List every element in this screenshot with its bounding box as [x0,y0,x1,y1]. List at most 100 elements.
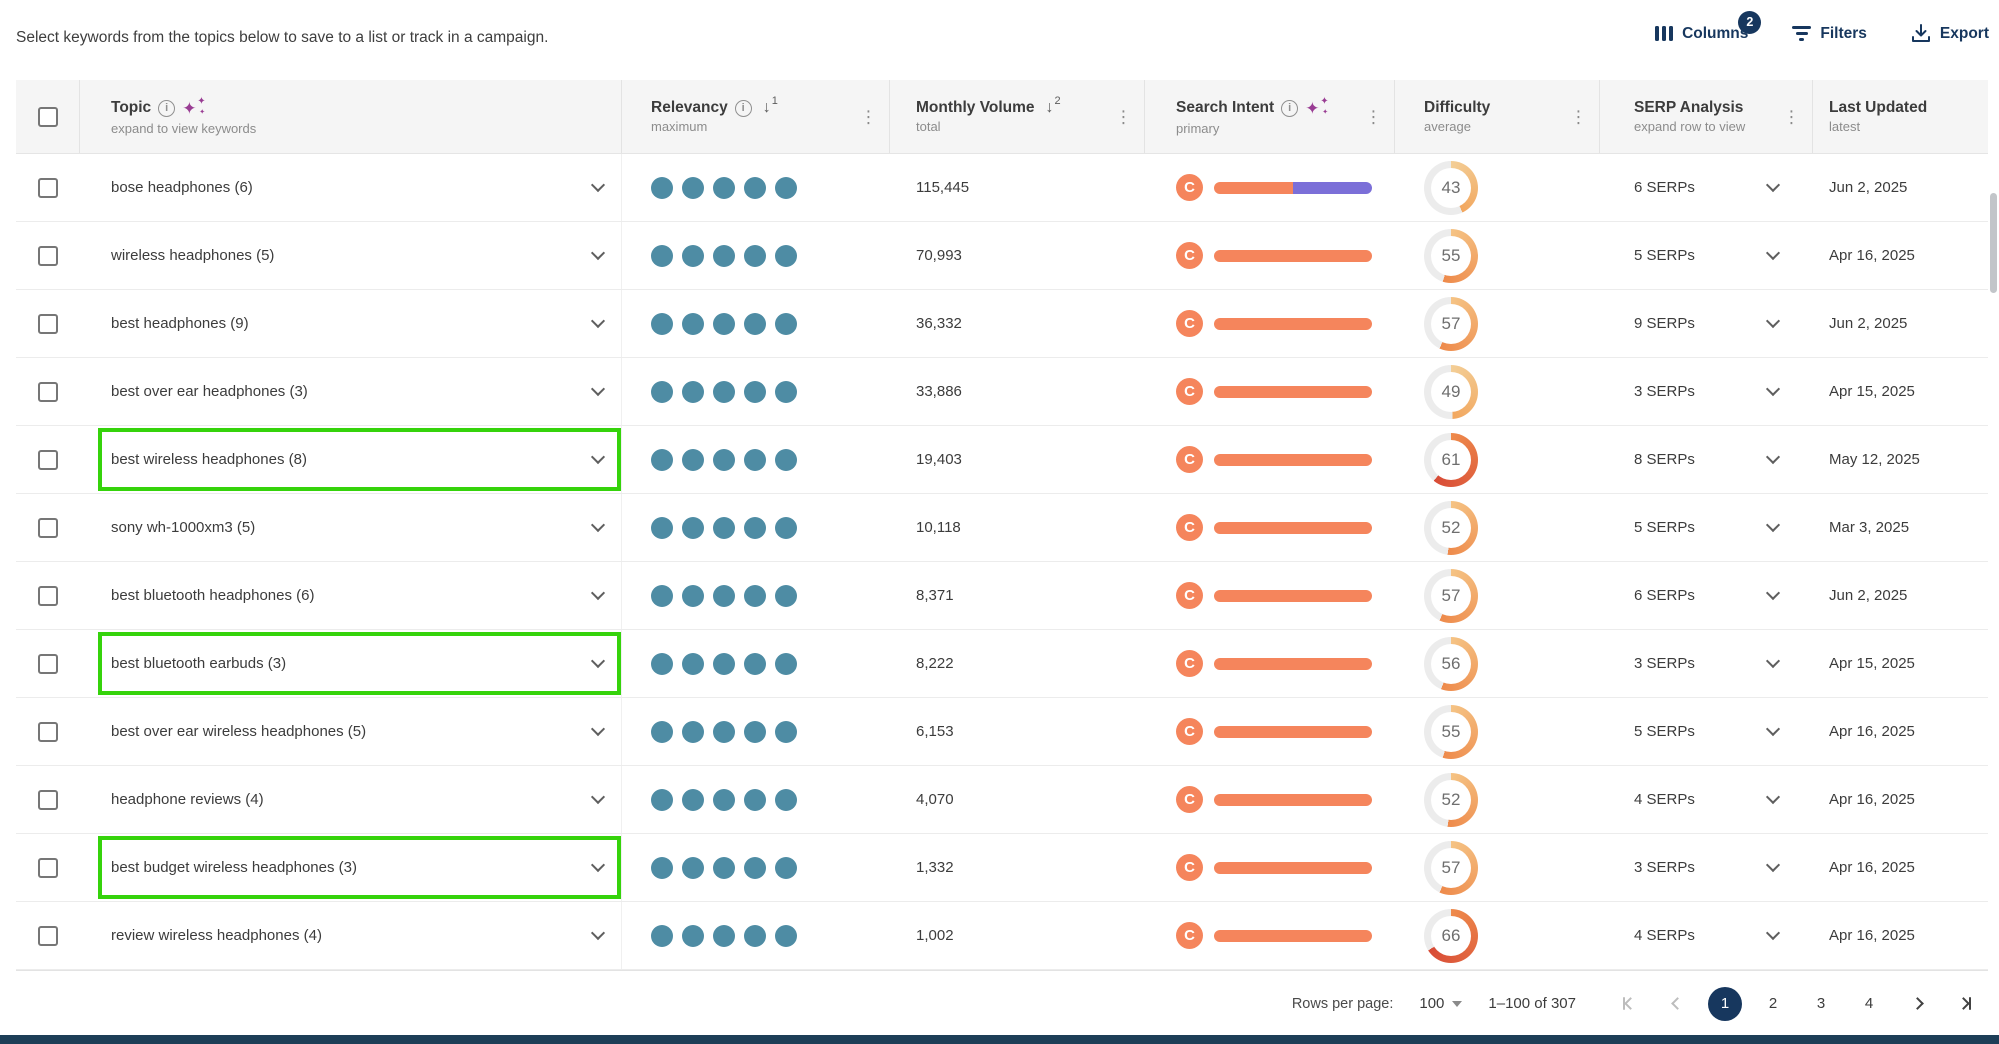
chevron-down-icon[interactable] [1766,721,1780,735]
serp-analysis-column-header[interactable]: SERP Analysis [1634,99,1743,117]
chevron-down-icon[interactable] [1766,789,1780,803]
kebab-menu-icon[interactable]: ⋮ [1115,108,1132,125]
difficulty-value: 55 [1442,246,1461,266]
info-icon[interactable]: i [735,100,752,117]
chevron-down-icon[interactable] [591,313,605,327]
chevron-down-icon[interactable] [1766,517,1780,531]
row-checkbox[interactable] [38,586,58,606]
last-updated-value: Mar 3, 2025 [1813,494,1988,561]
row-checkbox[interactable] [38,926,58,946]
difficulty-value: 55 [1442,722,1461,742]
chevron-down-icon[interactable] [591,925,605,939]
info-icon[interactable]: i [158,100,175,117]
ai-sparkle-icon: ✦✦✦ [1305,97,1331,119]
relevancy-dot [713,313,735,335]
chevron-down-icon[interactable] [1766,245,1780,259]
relevancy-dot [744,313,766,335]
table-row: review wireless headphones (4) 1,002 C 6… [16,902,1988,970]
topic-label[interactable]: best bluetooth earbuds (3) [111,655,286,672]
kebab-menu-icon[interactable]: ⋮ [1365,108,1382,125]
kebab-menu-icon[interactable]: ⋮ [1783,108,1800,125]
chevron-down-icon[interactable] [591,245,605,259]
topic-column-header[interactable]: Topic [111,99,151,117]
relevancy-column-header[interactable]: Relevancy [651,99,728,117]
rows-per-page-select[interactable]: 100 [1419,995,1462,1012]
vertical-scrollbar-thumb[interactable] [1990,193,1997,293]
chevron-down-icon[interactable] [1766,857,1780,871]
chevron-down-icon[interactable] [591,653,605,667]
first-page-button[interactable] [1612,987,1646,1021]
chevron-down-icon[interactable] [1766,177,1780,191]
prev-page-button[interactable] [1660,987,1694,1021]
sort-desc-icon[interactable]: ↓1 [763,100,777,116]
chevron-down-icon[interactable] [591,789,605,803]
relevancy-dot [651,517,673,539]
select-all-checkbox[interactable] [38,107,58,127]
topic-label[interactable]: bose headphones (6) [111,179,253,196]
kebab-menu-icon[interactable]: ⋮ [860,108,877,125]
chevron-down-icon[interactable] [591,585,605,599]
chevron-down-icon[interactable] [1766,653,1780,667]
row-checkbox[interactable] [38,450,58,470]
topic-label[interactable]: best over ear wireless headphones (5) [111,723,366,740]
chevron-down-icon[interactable] [591,517,605,531]
chevron-down-icon[interactable] [1766,925,1780,939]
chevron-down-icon[interactable] [591,381,605,395]
last-page-button[interactable] [1948,987,1982,1021]
topic-label[interactable]: best budget wireless headphones (3) [111,859,357,876]
sort-desc-icon[interactable]: ↓2 [1046,100,1060,116]
page-number-button[interactable]: 3 [1804,987,1838,1021]
row-checkbox[interactable] [38,722,58,742]
topic-label[interactable]: review wireless headphones (4) [111,927,322,944]
chevron-down-icon[interactable] [591,857,605,871]
page-number-button[interactable]: 2 [1756,987,1790,1021]
row-checkbox[interactable] [38,246,58,266]
info-icon[interactable]: i [1281,100,1298,117]
relevancy-dot [744,585,766,607]
serp-count: 8 SERPs [1634,451,1695,468]
relevancy-dot [682,789,704,811]
page-intro-text: Select keywords from the topics below to… [16,29,548,47]
row-checkbox[interactable] [38,518,58,538]
page-number-button[interactable]: 4 [1852,987,1886,1021]
filters-button[interactable]: Filters [1792,25,1867,43]
chevron-down-icon[interactable] [1766,381,1780,395]
difficulty-column-header[interactable]: Difficulty [1424,99,1490,117]
relevancy-dot [775,789,797,811]
row-checkbox[interactable] [38,790,58,810]
chevron-down-icon[interactable] [1766,313,1780,327]
columns-button[interactable]: Columns 2 [1655,25,1749,43]
topic-label[interactable]: best over ear headphones (3) [111,383,308,400]
kebab-menu-icon[interactable]: ⋮ [1570,108,1587,125]
row-checkbox[interactable] [38,382,58,402]
chevron-down-icon[interactable] [1766,585,1780,599]
row-checkbox[interactable] [38,178,58,198]
monthly-volume-column-header[interactable]: Monthly Volume [916,99,1035,117]
search-intent-column-header[interactable]: Search Intent [1176,99,1274,117]
table-row: best over ear headphones (3) 33,886 C 49… [16,358,1988,426]
chevron-down-icon[interactable] [1766,449,1780,463]
chevron-down-icon[interactable] [591,449,605,463]
topic-label[interactable]: best bluetooth headphones (6) [111,587,315,604]
row-checkbox[interactable] [38,654,58,674]
topic-label[interactable]: best wireless headphones (8) [111,451,307,468]
row-checkbox[interactable] [38,314,58,334]
difficulty-value: 57 [1442,586,1461,606]
page-number-button[interactable]: 1 [1708,987,1742,1021]
last-updated-column-subtitle: latest [1829,119,1988,134]
last-updated-column-header[interactable]: Last Updated [1829,99,1927,117]
chevron-down-icon[interactable] [591,721,605,735]
relevancy-dot [651,585,673,607]
next-page-button[interactable] [1900,987,1934,1021]
chevron-down-icon[interactable] [591,177,605,191]
topic-label[interactable]: best headphones (9) [111,315,249,332]
filters-button-label: Filters [1820,25,1867,43]
topics-table: Topic i ✦✦✦ expand to view keywords Rele… [16,80,1988,970]
row-checkbox[interactable] [38,858,58,878]
serp-count: 5 SERPs [1634,519,1695,536]
topic-label[interactable]: sony wh-1000xm3 (5) [111,519,255,536]
topic-label[interactable]: headphone reviews (4) [111,791,264,808]
topic-label[interactable]: wireless headphones (5) [111,247,274,264]
export-button[interactable]: Export [1911,24,1989,43]
relevancy-dot [651,313,673,335]
